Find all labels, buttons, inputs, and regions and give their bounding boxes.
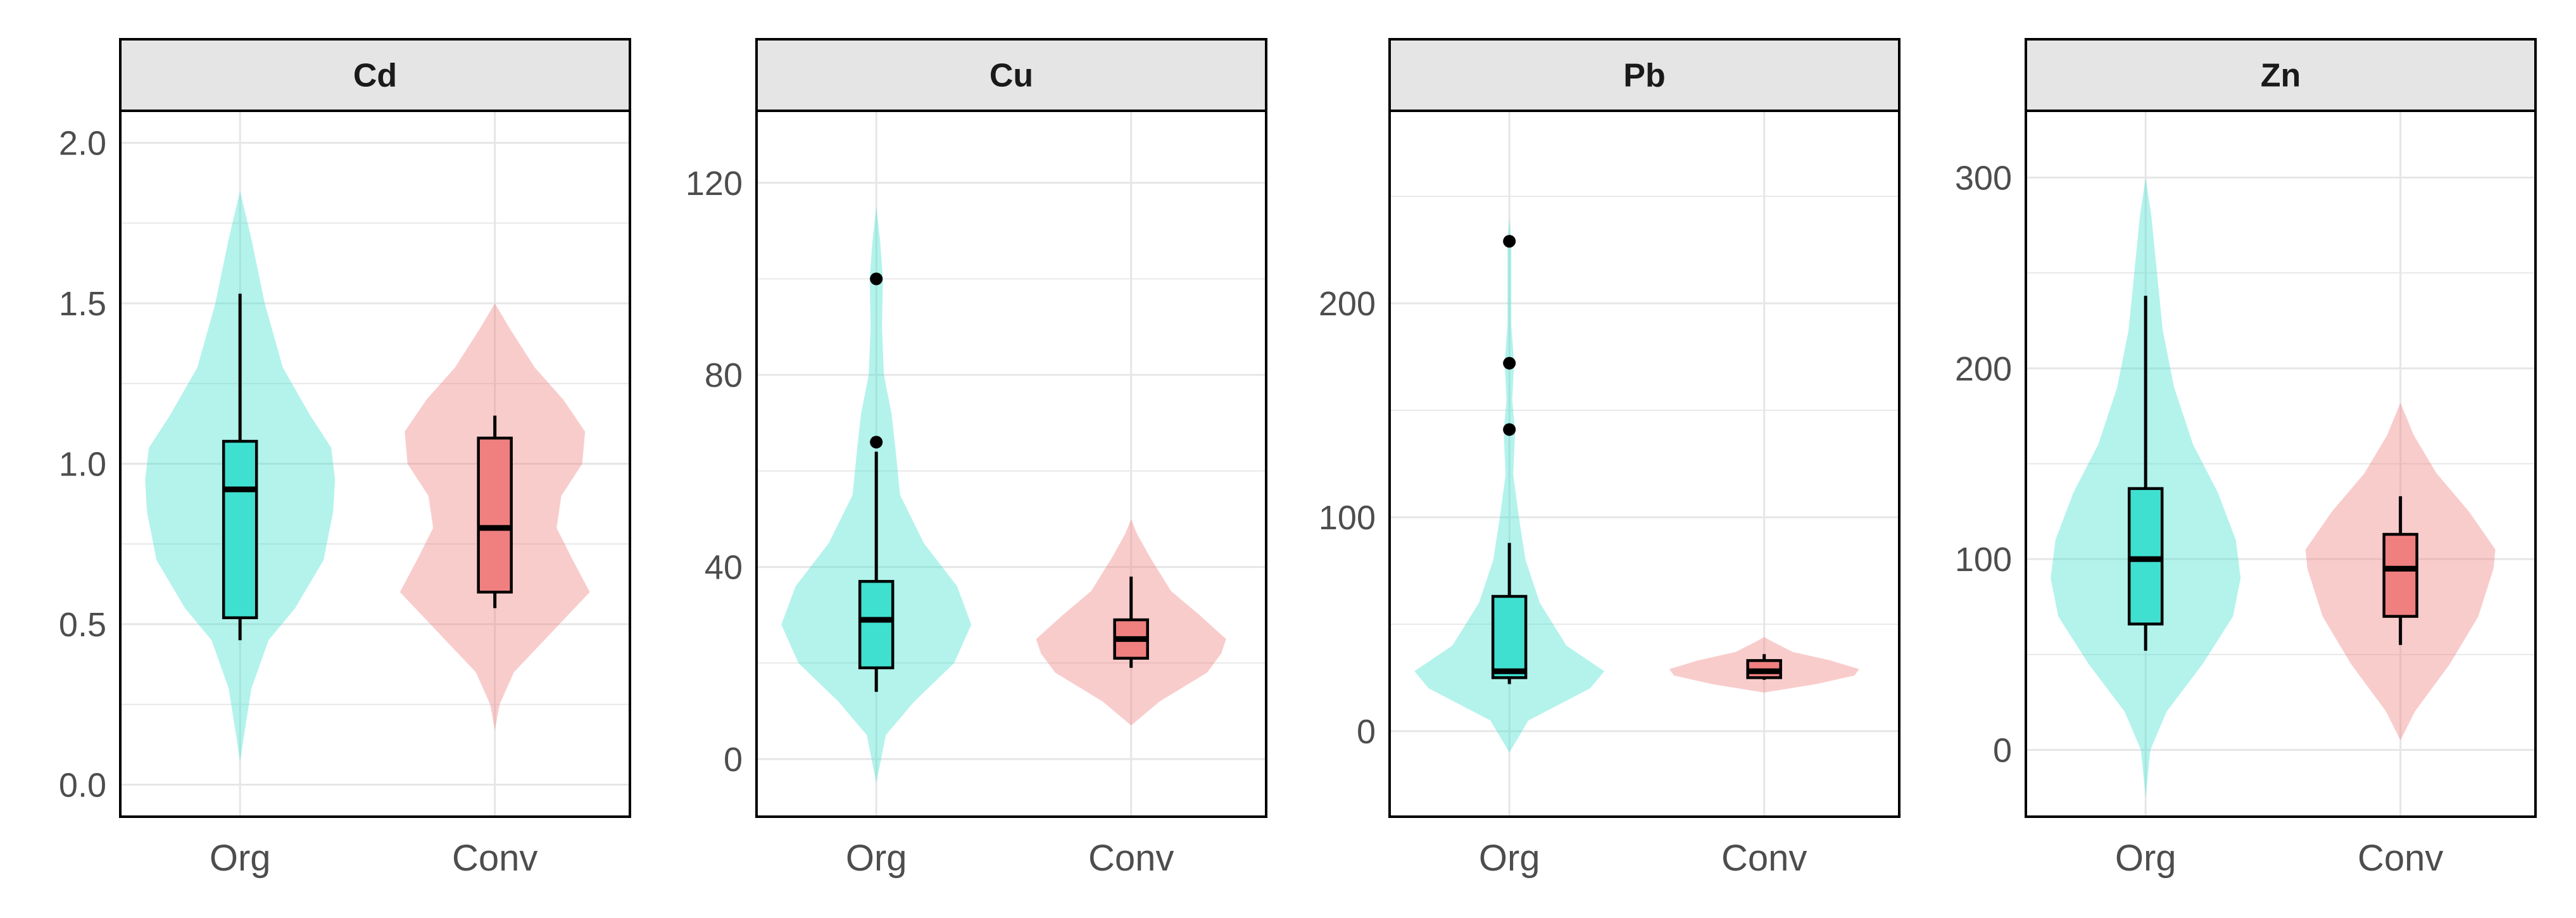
- x-tick-label: Org: [2115, 838, 2177, 879]
- y-tick-label: 0: [724, 741, 743, 779]
- facet-strip: [2025, 38, 2537, 112]
- x-tick-label: Org: [210, 838, 271, 879]
- x-tick-label: Conv: [1721, 838, 1807, 879]
- outlier-point-org: [1503, 423, 1516, 436]
- y-tick-label: 80: [705, 356, 743, 394]
- y-tick-label: 40: [705, 549, 743, 587]
- y-tick-label: 0.0: [59, 766, 106, 804]
- panel-background: [1390, 111, 1899, 817]
- facet-strip: [119, 38, 631, 112]
- panel-cu: Cu 0 40 80 120 Org Conv: [686, 38, 1267, 879]
- outlier-point-org: [1503, 356, 1516, 370]
- y-tick-label: 0: [1357, 713, 1376, 751]
- y-tick-label: 100: [1319, 499, 1376, 537]
- y-tick-label: 200: [1955, 350, 2012, 388]
- box-org: [1491, 594, 1528, 679]
- panel-background: [757, 111, 1266, 817]
- y-tick-label: 300: [1955, 159, 2012, 197]
- y-tick-label: 0.5: [59, 606, 106, 644]
- violin-org: [1414, 217, 1605, 753]
- y-tick-label: 2.0: [59, 125, 106, 163]
- box-org: [222, 439, 258, 620]
- y-tick-label: 120: [686, 165, 743, 203]
- y-tick-label: 1.0: [59, 446, 106, 484]
- outlier-point-org: [870, 436, 883, 449]
- x-tick-label: Conv: [2358, 838, 2443, 879]
- grid-lines: [757, 111, 1266, 817]
- y-tick-label: 0: [1993, 732, 2012, 770]
- panel-zn: Zn 0 100 200 300 Org Conv: [1955, 38, 2537, 879]
- facet-title: Pb: [1623, 58, 1665, 94]
- box-org: [858, 580, 895, 670]
- facet-title: Cu: [990, 58, 1033, 94]
- x-tick-label: Org: [1479, 838, 1540, 879]
- facet-title: Cd: [353, 58, 397, 94]
- y-tick-label: 1.5: [59, 285, 106, 323]
- box-conv: [2382, 532, 2418, 618]
- y-tick-label: 200: [1319, 285, 1376, 323]
- x-tick-label: Org: [846, 838, 907, 879]
- outlier-point-org: [1503, 235, 1516, 248]
- box-org: [2127, 487, 2164, 626]
- facet-strip: [1388, 38, 1901, 112]
- facet-strip: [755, 38, 1267, 112]
- outlier-point-org: [870, 272, 883, 286]
- x-tick-label: Conv: [452, 838, 537, 879]
- panel-cd: Cd 0.0 0.5 1.0 1.5 2.0 Org Conv: [59, 38, 631, 879]
- facet-title: Zn: [2261, 58, 2301, 94]
- panel-pb: Pb 0 100 200 Org Conv: [1319, 38, 1901, 879]
- y-tick-label: 100: [1955, 541, 2012, 579]
- x-tick-label: Conv: [1088, 838, 1174, 879]
- grid-lines: [1390, 111, 1899, 817]
- box-conv: [477, 436, 513, 594]
